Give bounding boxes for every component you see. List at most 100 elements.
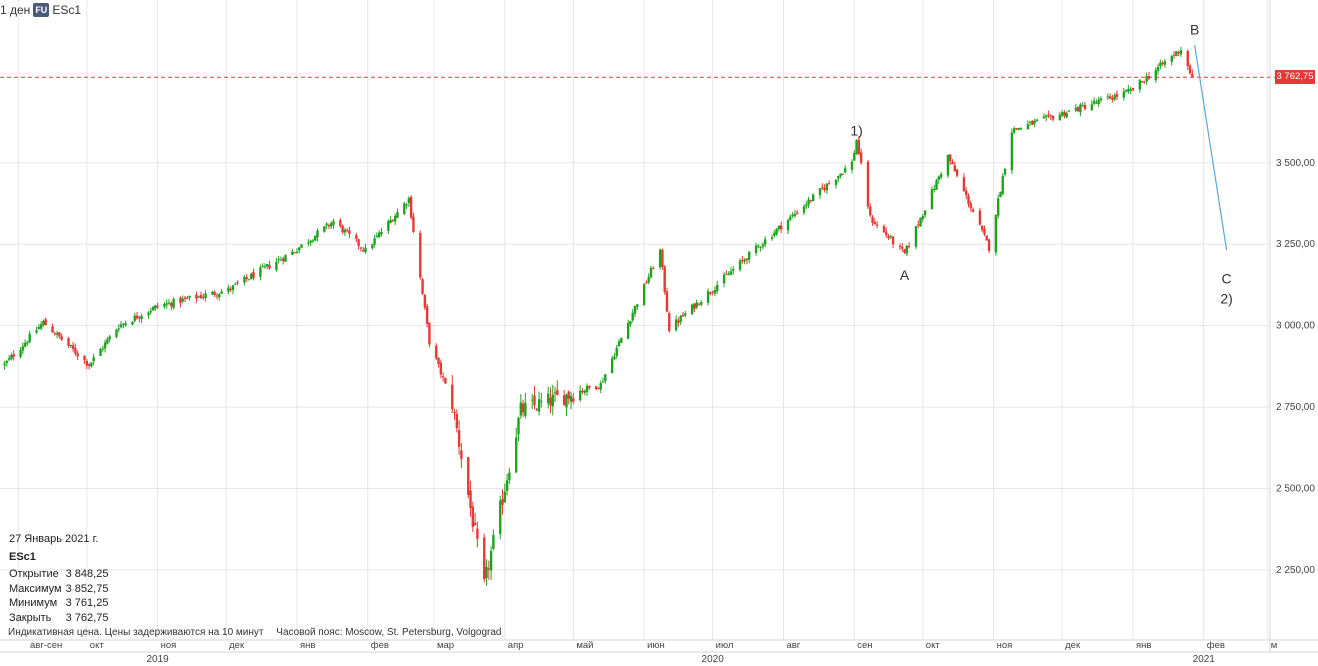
candle-body xyxy=(85,360,88,366)
candle-body xyxy=(748,251,751,260)
candle-body xyxy=(583,390,586,393)
candle-body xyxy=(1108,96,1112,99)
candle-body xyxy=(971,209,975,213)
candle-body xyxy=(165,303,168,305)
candle-body xyxy=(419,233,422,278)
candle-body xyxy=(435,345,438,359)
candle-body xyxy=(476,528,479,539)
candle-body xyxy=(373,238,376,245)
x-tick-label: окт xyxy=(90,640,105,651)
candle-body xyxy=(818,188,822,196)
x-tick-label: авг xyxy=(786,640,800,651)
candle-body xyxy=(339,219,342,226)
candle-body xyxy=(364,247,367,253)
candle-body xyxy=(967,195,970,205)
candle-body xyxy=(53,333,57,335)
candle-body xyxy=(745,258,749,261)
candle-body xyxy=(67,338,70,346)
candle-body xyxy=(455,413,459,429)
candle-body xyxy=(309,240,312,243)
candle-body xyxy=(122,323,125,325)
candle-body xyxy=(179,297,182,304)
ohlc-row-open: Открытие 3 848,25 xyxy=(9,567,112,582)
candle-body xyxy=(631,312,634,321)
candle-body xyxy=(695,302,698,308)
symbol-label[interactable]: ESc1 xyxy=(52,3,81,17)
candle-body xyxy=(51,326,54,333)
wave-label: B xyxy=(1190,21,1199,37)
y-tick-label: 3 000,00 xyxy=(1276,321,1315,332)
candle-body xyxy=(76,353,79,357)
candle-body xyxy=(35,330,38,333)
candle-body xyxy=(106,339,109,344)
candle-body xyxy=(779,225,783,230)
candle-body xyxy=(978,210,982,225)
candle-body xyxy=(1159,62,1162,67)
candle-body xyxy=(1017,128,1020,130)
candle-body xyxy=(44,319,47,326)
interval-label[interactable]: 1 ден xyxy=(0,3,31,17)
ohlc-row-high: Максимум 3 852,75 xyxy=(9,582,112,597)
candle-body xyxy=(412,216,415,232)
candle-body xyxy=(1079,104,1082,113)
candle-body xyxy=(451,384,454,410)
info-date: 27 Январь 2021 г. xyxy=(9,533,99,545)
candle-body xyxy=(1033,120,1036,124)
candle-body xyxy=(711,291,714,293)
candle-body xyxy=(1154,70,1157,81)
candle-body xyxy=(199,295,203,299)
candle-body xyxy=(389,220,392,223)
candle-body xyxy=(453,411,456,414)
candle-body xyxy=(117,328,120,330)
candle-body xyxy=(298,247,301,251)
candle-body xyxy=(1099,98,1103,101)
candle-body xyxy=(1090,104,1094,111)
candle-body xyxy=(1074,107,1078,111)
candle-body xyxy=(21,346,25,351)
y-tick-label: 3 250,00 xyxy=(1276,239,1315,250)
candle-body xyxy=(1113,95,1116,100)
candle-body xyxy=(987,239,991,251)
candle-body xyxy=(314,235,317,241)
candle-body xyxy=(503,491,507,503)
candle-body xyxy=(266,264,269,267)
ohlc-table: Открытие 3 848,25 Максимум 3 852,75 Миниму… xyxy=(9,567,112,625)
wave-label: 2) xyxy=(1220,290,1232,306)
candle-body xyxy=(341,225,344,233)
candle-body xyxy=(138,317,141,319)
candle-body xyxy=(268,265,271,269)
candle-body xyxy=(713,290,717,294)
candle-body xyxy=(204,293,207,298)
candle-body xyxy=(1015,127,1018,130)
candle-body xyxy=(578,390,582,401)
candle-body xyxy=(923,210,927,216)
candle-body xyxy=(996,198,1000,216)
ohlc-value: 3 761,25 xyxy=(65,597,109,609)
candle-body xyxy=(327,225,331,227)
candle-body xyxy=(1170,56,1173,62)
candle-body xyxy=(965,190,968,196)
candle-body xyxy=(1138,80,1142,90)
candle-body xyxy=(211,291,214,295)
candle-body xyxy=(935,180,938,190)
candlestick-series xyxy=(3,46,1194,586)
candle-body xyxy=(802,206,806,213)
x-tick-label: май xyxy=(576,640,593,651)
candle-body xyxy=(827,183,831,185)
candle-body xyxy=(1019,128,1023,130)
candle-body xyxy=(1106,96,1110,98)
candle-body xyxy=(917,224,920,226)
candle-body xyxy=(501,499,504,505)
candle-body xyxy=(229,288,232,290)
candle-body xyxy=(556,390,559,396)
candle-body xyxy=(181,298,184,302)
candle-body xyxy=(1143,81,1146,83)
candle-body xyxy=(1049,115,1052,117)
candle-body xyxy=(761,244,765,247)
candle-body xyxy=(690,304,694,315)
candle-body xyxy=(825,183,829,191)
x-tick-label: сен xyxy=(857,640,872,651)
candle-body xyxy=(284,255,287,262)
candle-body xyxy=(1026,124,1030,130)
